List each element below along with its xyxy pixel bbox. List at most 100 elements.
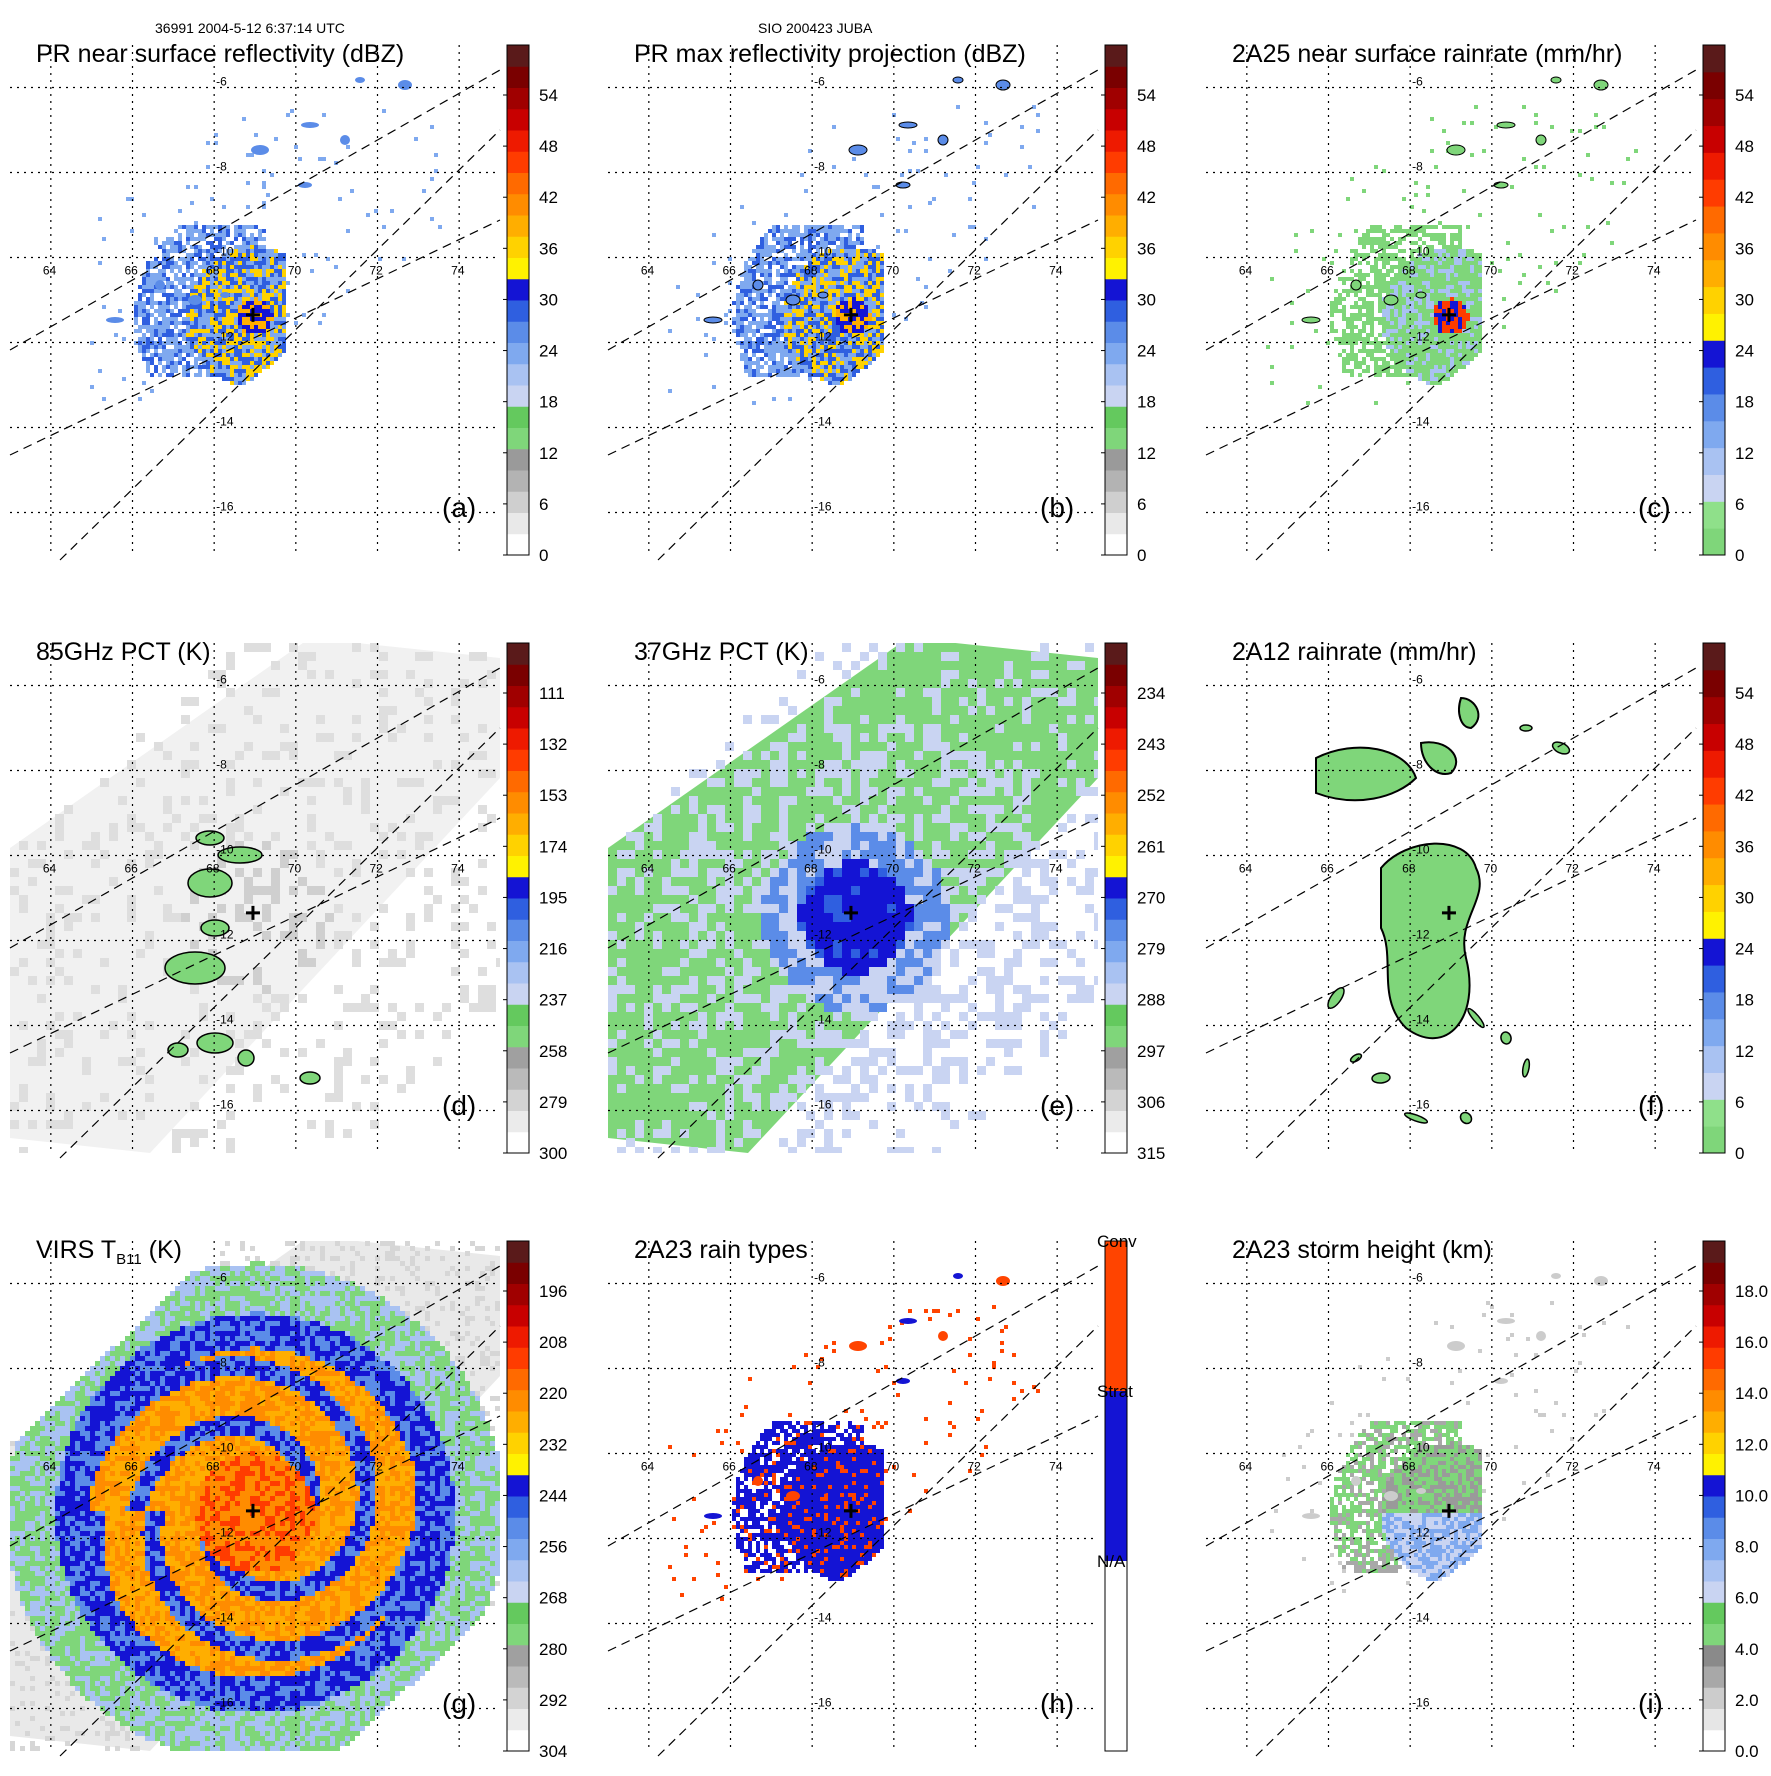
lat-label: -6 xyxy=(814,75,825,89)
lon-label: 72 xyxy=(1566,862,1580,876)
lon-label: 64 xyxy=(43,1460,57,1474)
panel-label-i: (i) xyxy=(1638,1688,1663,1720)
panel-label-c: (c) xyxy=(1638,492,1671,524)
lon-label: 68 xyxy=(804,862,818,876)
lon-label: 66 xyxy=(1321,264,1335,278)
colorbar-tick: 244 xyxy=(539,1486,567,1505)
lat-label: -6 xyxy=(814,673,825,687)
lon-label: 66 xyxy=(1321,1460,1335,1474)
colorbar-tick: 208 xyxy=(539,1333,567,1352)
colorbar-tick: 174 xyxy=(539,837,567,856)
lat-label: -6 xyxy=(216,1271,227,1285)
colorbar-tick: 42 xyxy=(539,188,558,207)
colorbar-tick: 0.0 xyxy=(1735,1742,1759,1761)
lat-label: -6 xyxy=(216,673,227,687)
lat-label: -16 xyxy=(814,500,832,514)
colorbar-tick: 36 xyxy=(539,239,558,258)
lon-label: 70 xyxy=(288,862,302,876)
lon-label: 64 xyxy=(641,1460,655,1474)
colorbar-tick: 12 xyxy=(1735,444,1754,463)
lat-label: -14 xyxy=(814,1013,832,1027)
panel-label-d: (d) xyxy=(442,1090,476,1122)
lat-label: -10 xyxy=(1412,245,1430,259)
colorbar-tick: 216 xyxy=(539,940,567,959)
lon-label: 66 xyxy=(723,862,737,876)
lat-label: -16 xyxy=(216,1098,234,1112)
colorbar-tick: 279 xyxy=(1137,940,1165,959)
colorbar-tick: 261 xyxy=(1137,837,1165,856)
lon-label: 64 xyxy=(1239,862,1253,876)
lat-label: -12 xyxy=(1412,330,1430,344)
lon-label: 74 xyxy=(451,862,465,876)
lat-label: -12 xyxy=(216,330,234,344)
colorbar-tick: 234 xyxy=(1137,684,1165,703)
lat-label: -12 xyxy=(814,330,832,344)
colorbar-tick: 10.0 xyxy=(1735,1486,1768,1505)
colorbar-tick: 297 xyxy=(1137,1042,1165,1061)
colorbar-tick: 288 xyxy=(1137,991,1165,1010)
lon-label: 64 xyxy=(43,264,57,278)
colorbar-tick: 18 xyxy=(539,393,558,412)
colorbar-tick: 195 xyxy=(539,888,567,907)
lat-label: -8 xyxy=(216,1356,227,1370)
lat-label: -14 xyxy=(216,1013,234,1027)
colorbar-tick: 36 xyxy=(1735,837,1754,856)
lon-label: 72 xyxy=(1566,1460,1580,1474)
lat-label: -10 xyxy=(814,1441,832,1455)
colorbar-tick: 30 xyxy=(1735,290,1754,309)
lon-label: 68 xyxy=(206,264,220,278)
lat-label: -8 xyxy=(216,160,227,174)
colorbar-tick: N/A xyxy=(1097,1552,1126,1571)
lon-label: 70 xyxy=(288,1460,302,1474)
lon-label: 66 xyxy=(125,264,139,278)
lat-label: -14 xyxy=(1412,1611,1430,1625)
lon-label: 70 xyxy=(1484,264,1498,278)
colorbar-tick: 48 xyxy=(539,137,558,156)
lon-label: 66 xyxy=(723,1460,737,1474)
lon-label: 68 xyxy=(1402,264,1416,278)
lon-label: 70 xyxy=(886,1460,900,1474)
lon-label: 72 xyxy=(1566,264,1580,278)
lat-label: -12 xyxy=(814,928,832,942)
lat-label: -10 xyxy=(1412,1441,1430,1455)
lat-label: -8 xyxy=(814,160,825,174)
lat-label: -12 xyxy=(1412,1526,1430,1540)
colorbar-tick: 268 xyxy=(539,1589,567,1608)
colorbar-tick: 54 xyxy=(1137,86,1156,105)
panel-label-g: (g) xyxy=(442,1688,476,1720)
lat-label: -8 xyxy=(1412,758,1423,772)
colorbar-tick: 300 xyxy=(539,1144,567,1163)
map-field-e xyxy=(608,638,1103,1156)
colorbar-tick: 153 xyxy=(539,786,567,805)
lat-label: -12 xyxy=(216,928,234,942)
lat-label: -16 xyxy=(1412,500,1430,514)
lon-label: 74 xyxy=(1647,862,1661,876)
colorbar-tick: 252 xyxy=(1137,786,1165,805)
colorbar-tick: 30 xyxy=(1137,290,1156,309)
lon-label: 66 xyxy=(125,1460,139,1474)
lon-label: 70 xyxy=(886,862,900,876)
colorbar-tick: Conv xyxy=(1097,1232,1137,1251)
lon-label: 66 xyxy=(1321,862,1335,876)
colorbar-tick: 132 xyxy=(539,735,567,754)
colorbar-tick: 18 xyxy=(1735,393,1754,412)
panel-title-c: 2A25 near surface rainrate (mm/hr) xyxy=(1232,40,1622,69)
lon-label: 66 xyxy=(723,264,737,278)
lat-label: -8 xyxy=(814,1356,825,1370)
panel-label-a: (a) xyxy=(442,492,476,524)
colorbar-tick: 42 xyxy=(1137,188,1156,207)
panel-title-e: 37GHz PCT (K) xyxy=(634,638,809,667)
colorbar-tick: 111 xyxy=(539,684,565,703)
colorbar-tick: 280 xyxy=(539,1640,567,1659)
lon-label: 74 xyxy=(1049,1460,1063,1474)
panel-title-i: 2A23 storm height (km) xyxy=(1232,1236,1492,1265)
panel-title-h: 2A23 rain types xyxy=(634,1236,808,1265)
colorbar-tick: 4.0 xyxy=(1735,1640,1759,1659)
